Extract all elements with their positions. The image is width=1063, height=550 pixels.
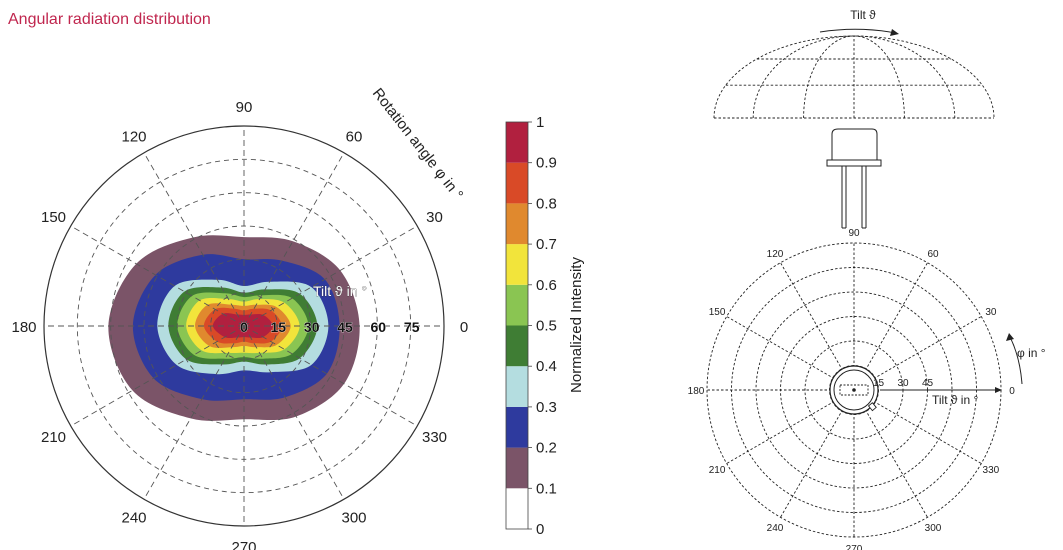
package-flange [826, 159, 882, 167]
angle-gridline [243, 225, 418, 327]
colorbar-tick-label: 0.7 [536, 236, 557, 253]
rotation-tick-label: 150 [41, 209, 66, 226]
rotation-axis-label: Rotation angle φ in ° [369, 85, 467, 203]
page-title: Angular radiation distribution [8, 11, 211, 28]
tilt-arrow [819, 28, 897, 34]
colorbar-tick-label: 0.4 [536, 358, 557, 375]
tilt-arrowhead [890, 29, 899, 36]
schematic-tilt-label: 15 [873, 378, 885, 389]
dome-meridian [853, 35, 956, 119]
dome-meridian [752, 35, 855, 119]
rotation-tick-label: 30 [426, 209, 443, 226]
tilt-tick-label: 15 [271, 319, 287, 335]
schematic-rotation-label: 180 [688, 386, 705, 397]
rotation-tick-label: 0 [460, 319, 468, 336]
colorbar-swatch [506, 366, 528, 407]
rotation-tick-label: 90 [236, 99, 253, 116]
angle-gridline [143, 325, 245, 500]
polar-outer-ring [43, 125, 445, 527]
sensor-schematic: Tilt ϑ 0 30 60 90 120 150 180 210 240 270 300 330 15 3… [688, 8, 1046, 550]
colorbar-tick-label: 0.6 [536, 277, 557, 294]
rotation-tick-label: 300 [341, 510, 366, 527]
colorbar-swatch [506, 488, 528, 529]
colorbar: 0 0.1 0.2 0.3 0.4 0.5 0.6 0.7 0.8 0.9 1 Normalized … [505, 114, 585, 538]
tilt-axis-label: Tilt ϑ in ° [313, 283, 367, 299]
schematic-rotation-label: 60 [927, 249, 939, 260]
phi-arrow [1009, 336, 1023, 385]
colorbar-swatch [506, 122, 528, 163]
rotation-tick-label: 60 [346, 129, 363, 146]
colorbar-swatch [506, 244, 528, 285]
tilt-tick-label: 45 [337, 319, 353, 335]
tilt-gridline [176, 258, 312, 394]
package-center-dot [852, 388, 856, 392]
colorbar-tick-label: 0.2 [536, 440, 557, 457]
colorbar-label: Normalized Intensity [568, 257, 585, 393]
package-chip [839, 384, 869, 396]
colorbar-tick-label: 0.1 [536, 480, 557, 497]
colorbar-tick-label: 0 [536, 521, 544, 538]
schematic-rotation-label: 150 [709, 307, 726, 318]
dome-meridian [803, 35, 855, 119]
schematic-tilt-arrowhead [995, 387, 1002, 393]
schematic-rotation-label: 300 [925, 523, 942, 534]
colorbar-swatch [506, 284, 528, 326]
schematic-rotation-label: 0 [1009, 386, 1015, 397]
colorbar-tick-label: 0.5 [536, 318, 557, 335]
angle-gridline [70, 325, 245, 427]
tilt-tick-label: 75 [404, 319, 420, 335]
colorbar-swatch [506, 162, 528, 204]
rotation-tick-label: 210 [41, 429, 66, 446]
colorbar-swatch [506, 406, 528, 448]
rotation-tick-label: 270 [231, 539, 256, 550]
angle-gridline [243, 152, 345, 327]
colorbar-tick-label: 0.8 [536, 195, 557, 212]
angle-gridline [143, 152, 245, 327]
colorbar-tick-label: 0.3 [536, 399, 557, 416]
tilt-tick-label: 30 [304, 319, 320, 335]
colorbar-tick-label: 1 [536, 114, 544, 131]
schematic-rotation-label: 240 [767, 523, 784, 534]
colorbar-swatch [506, 447, 528, 489]
angle-gridline [70, 225, 245, 327]
schematic-rotation-label: 30 [985, 307, 997, 318]
colorbar-tick-label: 0.9 [536, 155, 557, 172]
rotation-tick-label: 180 [11, 319, 36, 336]
schematic-rotation-label: 210 [709, 465, 726, 476]
package-top-inner [833, 369, 875, 411]
phi-arrowhead [1006, 333, 1014, 341]
schematic-rotation-label: 270 [846, 544, 863, 550]
dome-tilt-label: Tilt ϑ [850, 8, 876, 22]
schematic-tilt-axis-label: Tilt ϑ in ° [932, 393, 978, 407]
rotation-tick-label: 330 [422, 429, 447, 446]
rotation-tick-label: 120 [121, 129, 146, 146]
angle-gridline [243, 325, 345, 500]
colorbar-swatch [506, 325, 528, 367]
schematic-rotation-label: 90 [848, 228, 860, 239]
schematic-rotation-label: 120 [767, 249, 784, 260]
angle-gridline [243, 325, 418, 427]
rotation-tick-label: 240 [121, 510, 146, 527]
schematic-phi-label: φ in ° [1017, 346, 1046, 360]
colorbar-swatch [506, 203, 528, 245]
dome-meridian [853, 35, 905, 119]
tilt-gridline [76, 158, 412, 494]
schematic-tilt-label: 30 [897, 378, 909, 389]
polar-contour-chart: 0 30 60 90 120 150 180 210 240 270 300 330 0 15 30 45 60… [11, 85, 468, 550]
schematic-rotation-label: 330 [983, 465, 1000, 476]
schematic-tilt-label: 45 [922, 378, 934, 389]
tilt-tick-label: 60 [371, 319, 387, 335]
package-can [831, 128, 878, 161]
tilt-tick-label: 0 [240, 319, 248, 335]
package-tab [867, 402, 877, 412]
